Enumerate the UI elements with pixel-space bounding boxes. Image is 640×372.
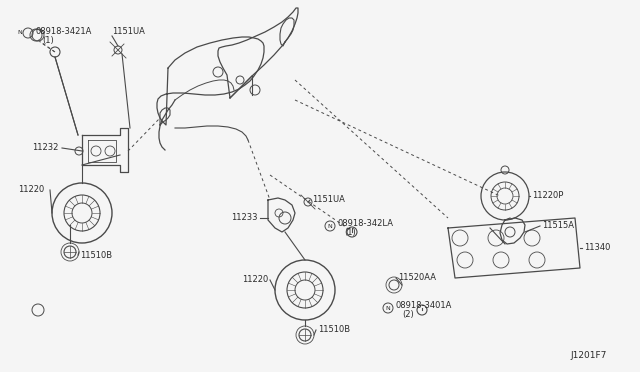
Text: 08918-3401A: 08918-3401A (396, 301, 452, 311)
Text: (2): (2) (402, 310, 413, 318)
Text: 11515A: 11515A (542, 221, 574, 231)
Text: (1): (1) (344, 228, 356, 237)
Text: (1): (1) (42, 35, 54, 45)
Text: N: N (386, 305, 390, 311)
Text: 11233: 11233 (232, 214, 258, 222)
Text: 1151UA: 1151UA (312, 196, 345, 205)
Text: 11232: 11232 (31, 144, 58, 153)
Text: 08918-342LA: 08918-342LA (338, 219, 394, 228)
Text: 11340: 11340 (584, 244, 611, 253)
Text: J1201F7: J1201F7 (570, 350, 606, 359)
Text: 11220: 11220 (18, 186, 44, 195)
Text: 11220P: 11220P (532, 192, 563, 201)
Text: 11510B: 11510B (80, 250, 112, 260)
Text: 11520AA: 11520AA (398, 273, 436, 282)
Text: N: N (18, 31, 22, 35)
Text: 1151UA: 1151UA (112, 28, 145, 36)
Text: 11510B: 11510B (318, 326, 350, 334)
Text: N: N (328, 224, 332, 228)
Text: 11220: 11220 (242, 276, 268, 285)
Text: 08918-3421A: 08918-3421A (36, 28, 92, 36)
